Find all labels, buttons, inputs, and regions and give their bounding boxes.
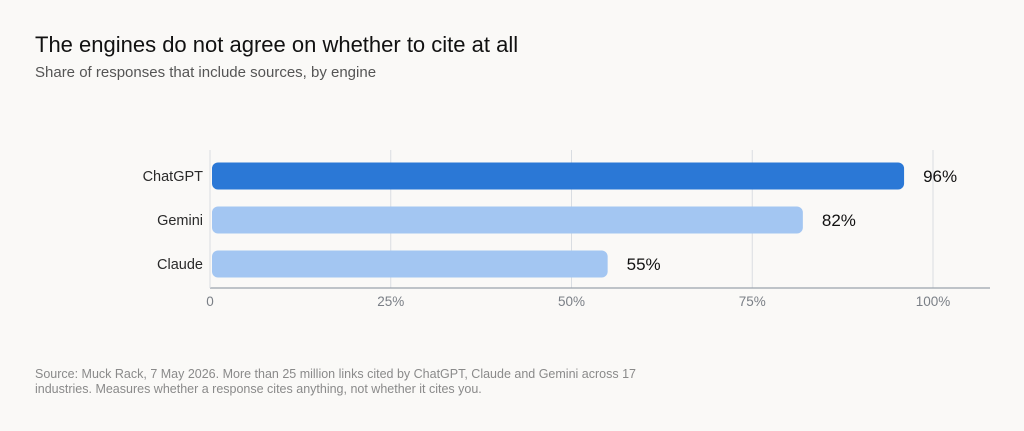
bar-chatgpt bbox=[212, 162, 905, 190]
chart-title: The engines do not agree on whether to c… bbox=[35, 32, 519, 57]
x-tick-label: 100% bbox=[916, 294, 951, 309]
value-label: 82% bbox=[822, 211, 856, 230]
value-label: 55% bbox=[627, 255, 661, 274]
category-label: ChatGPT bbox=[143, 169, 204, 185]
source-note: Source: Muck Rack, 7 May 2026. More than… bbox=[35, 367, 636, 396]
value-label: 96% bbox=[923, 167, 957, 186]
chart-subtitle: Share of responses that include sources,… bbox=[35, 64, 377, 81]
bar-gemini bbox=[212, 206, 803, 234]
x-tick-label: 75% bbox=[739, 294, 766, 309]
x-tick-label: 0 bbox=[206, 294, 214, 309]
x-tick-label: 50% bbox=[558, 294, 585, 309]
category-label: Claude bbox=[157, 257, 203, 273]
bar-claude bbox=[212, 250, 608, 278]
x-tick-label: 25% bbox=[377, 294, 404, 309]
category-label: Gemini bbox=[157, 213, 203, 229]
